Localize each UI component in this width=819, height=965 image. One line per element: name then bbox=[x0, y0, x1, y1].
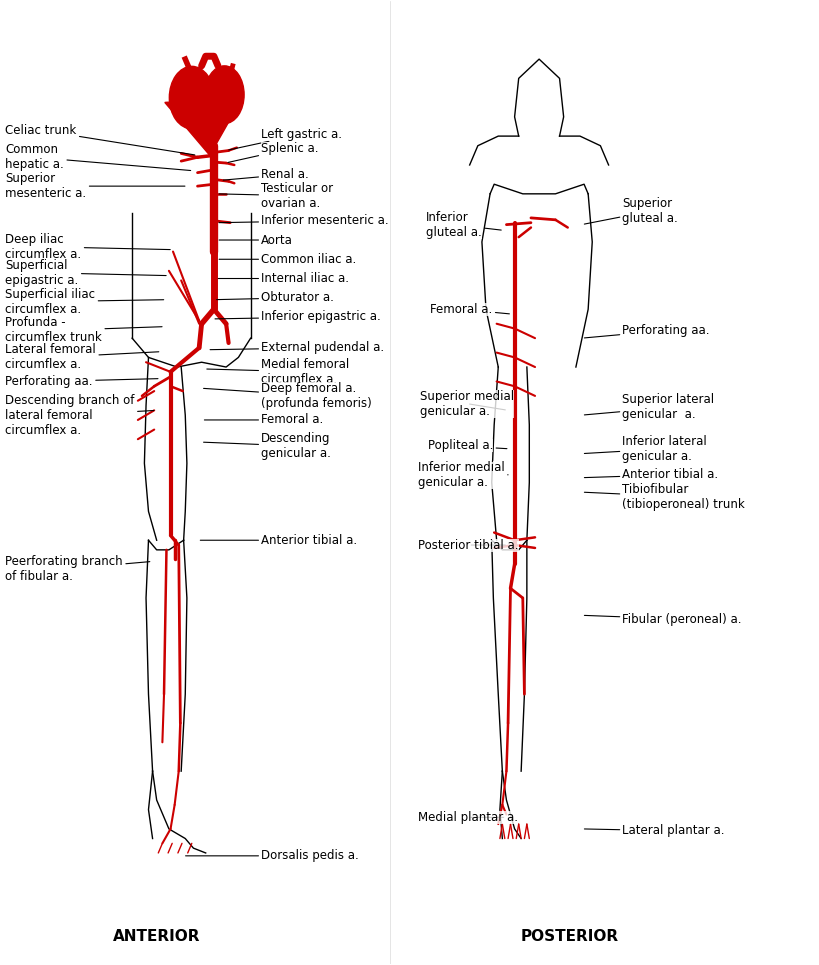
Text: Left gastric a.: Left gastric a. bbox=[229, 127, 342, 150]
Ellipse shape bbox=[205, 66, 244, 124]
Ellipse shape bbox=[169, 67, 214, 129]
Text: Femoral a.: Femoral a. bbox=[204, 413, 324, 427]
Text: Profunda -
circumflex trunk: Profunda - circumflex trunk bbox=[6, 317, 162, 345]
Text: Medial plantar a.: Medial plantar a. bbox=[418, 811, 518, 824]
Text: Inferior medial
genicular a.: Inferior medial genicular a. bbox=[418, 461, 508, 489]
Text: Dorsalis pedis a.: Dorsalis pedis a. bbox=[185, 849, 359, 863]
Text: Posterior tibial a.: Posterior tibial a. bbox=[418, 538, 518, 552]
Text: Peerforating branch
of fibular a.: Peerforating branch of fibular a. bbox=[6, 555, 150, 583]
Text: Fibular (peroneal) a.: Fibular (peroneal) a. bbox=[584, 613, 741, 625]
Text: Splenic a.: Splenic a. bbox=[228, 142, 319, 162]
Text: Lateral plantar a.: Lateral plantar a. bbox=[584, 824, 724, 838]
Text: Superficial
epigastric a.: Superficial epigastric a. bbox=[6, 259, 166, 287]
Text: Common iliac a.: Common iliac a. bbox=[219, 253, 356, 265]
Text: Deep femoral a.
(profunda femoris): Deep femoral a. (profunda femoris) bbox=[203, 382, 372, 410]
Text: Renal a.: Renal a. bbox=[223, 168, 309, 181]
Text: Inferior mesenteric a.: Inferior mesenteric a. bbox=[219, 214, 388, 228]
Text: Popliteal a.: Popliteal a. bbox=[428, 439, 506, 453]
Text: Tibiofibular
(tibioperoneal) trunk: Tibiofibular (tibioperoneal) trunk bbox=[584, 482, 744, 510]
Text: Medial femoral
circumflex a.: Medial femoral circumflex a. bbox=[206, 358, 349, 386]
Text: Inferior lateral
genicular a.: Inferior lateral genicular a. bbox=[584, 435, 706, 463]
Text: Inferior
gluteal a.: Inferior gluteal a. bbox=[426, 210, 500, 238]
Text: Common
hepatic a.: Common hepatic a. bbox=[6, 143, 191, 171]
Text: Superficial iliac
circumflex a.: Superficial iliac circumflex a. bbox=[6, 288, 164, 316]
Text: Obturator a.: Obturator a. bbox=[216, 291, 333, 304]
Polygon shape bbox=[165, 97, 242, 155]
Text: Descending
genicular a.: Descending genicular a. bbox=[203, 432, 331, 460]
Text: Perforating aa.: Perforating aa. bbox=[6, 375, 158, 388]
Text: Superior lateral
genicular  a.: Superior lateral genicular a. bbox=[584, 394, 713, 422]
Text: External pudendal a.: External pudendal a. bbox=[210, 342, 384, 354]
Text: Celiac trunk: Celiac trunk bbox=[6, 124, 195, 155]
Text: Descending branch of
lateral femoral
circumflex a.: Descending branch of lateral femoral cir… bbox=[6, 394, 154, 436]
Text: Inferior epigastric a.: Inferior epigastric a. bbox=[215, 311, 381, 323]
Text: Aorta: Aorta bbox=[219, 234, 292, 246]
Text: Superior
mesenteric a.: Superior mesenteric a. bbox=[6, 172, 185, 200]
Text: Lateral femoral
circumflex a.: Lateral femoral circumflex a. bbox=[6, 344, 159, 372]
Text: Femoral a.: Femoral a. bbox=[430, 303, 509, 316]
Text: Testicular or
ovarian a.: Testicular or ovarian a. bbox=[219, 181, 333, 209]
Text: Superior medial
genicular a.: Superior medial genicular a. bbox=[419, 390, 514, 418]
Text: Anterior tibial a.: Anterior tibial a. bbox=[584, 468, 717, 482]
Text: Internal iliac a.: Internal iliac a. bbox=[218, 272, 349, 285]
Text: POSTERIOR: POSTERIOR bbox=[520, 929, 618, 944]
Text: Superior
gluteal a.: Superior gluteal a. bbox=[584, 197, 677, 225]
Text: ANTERIOR: ANTERIOR bbox=[113, 929, 200, 944]
Text: Perforating aa.: Perforating aa. bbox=[584, 324, 709, 338]
Text: Deep iliac
circumflex a.: Deep iliac circumflex a. bbox=[6, 233, 170, 261]
Text: Anterior tibial a.: Anterior tibial a. bbox=[200, 534, 357, 547]
